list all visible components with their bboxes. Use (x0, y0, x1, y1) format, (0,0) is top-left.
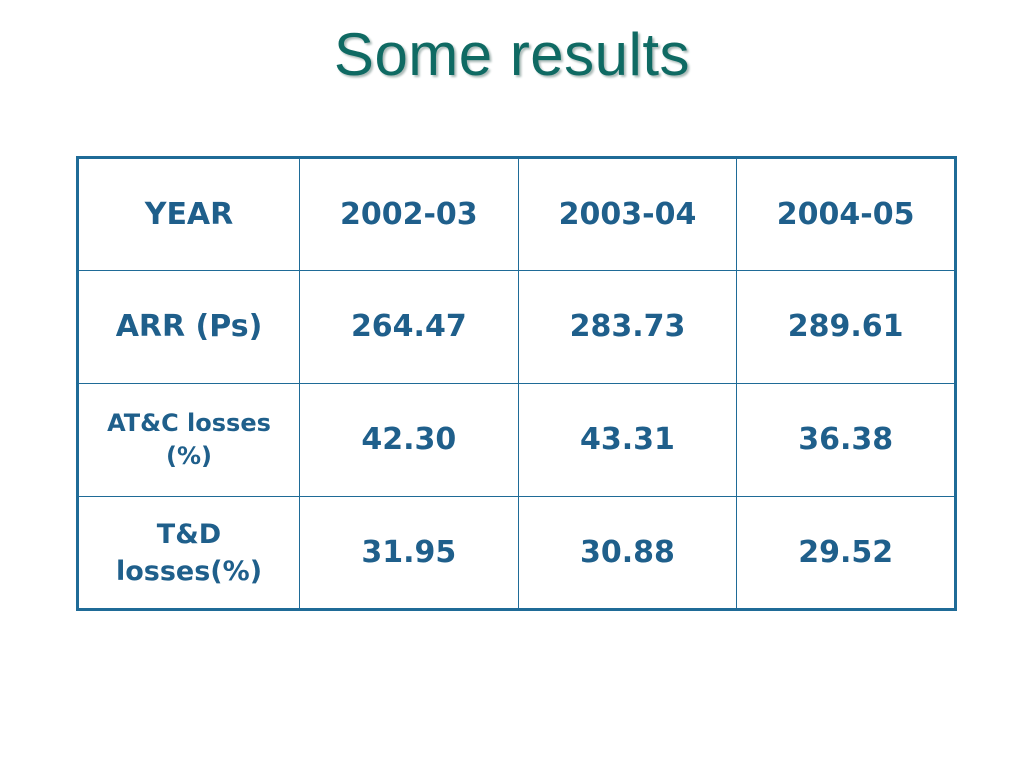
year-cell: 2004-05 (736, 157, 956, 271)
value-cell: 42.30 (299, 383, 519, 497)
row-label-atc-losses: AT&C losses (%) (77, 383, 300, 497)
slide-title: Some results (333, 21, 691, 88)
value-cell: 264.47 (299, 270, 519, 384)
value-cell: 43.31 (517, 383, 738, 497)
value-cell: 29.52 (736, 496, 956, 610)
year-cell: 2002-03 (299, 157, 519, 271)
value-cell: 30.88 (517, 496, 738, 610)
row-label-arr: ARR (Ps) (77, 270, 300, 384)
year-header-cell: YEAR (77, 157, 300, 271)
value-cell: 31.95 (299, 496, 519, 610)
year-cell: 2003-04 (517, 157, 738, 271)
table-header-row: YEAR 2002-03 2003-04 2004-05 (77, 157, 956, 271)
row-label-line: losses(%) (115, 555, 263, 587)
value-cell: 289.61 (736, 270, 956, 384)
results-table: YEAR 2002-03 2003-04 2004-05 ARR (Ps) 26… (76, 156, 957, 611)
row-label-line: (%) (166, 442, 212, 470)
value-cell: 283.73 (517, 270, 738, 384)
value-cell: 36.38 (736, 383, 956, 497)
row-label-line: AT&C losses (107, 409, 271, 437)
row-label-td-losses: T&D losses(%) (77, 496, 300, 610)
table-row-arr: ARR (Ps) 264.47 283.73 289.61 (77, 270, 956, 384)
row-label-line: T&D (156, 518, 222, 550)
table-row-td-losses: T&D losses(%) 31.95 30.88 29.52 (77, 496, 956, 610)
table-row-atc-losses: AT&C losses (%) 42.30 43.31 36.38 (77, 383, 956, 497)
